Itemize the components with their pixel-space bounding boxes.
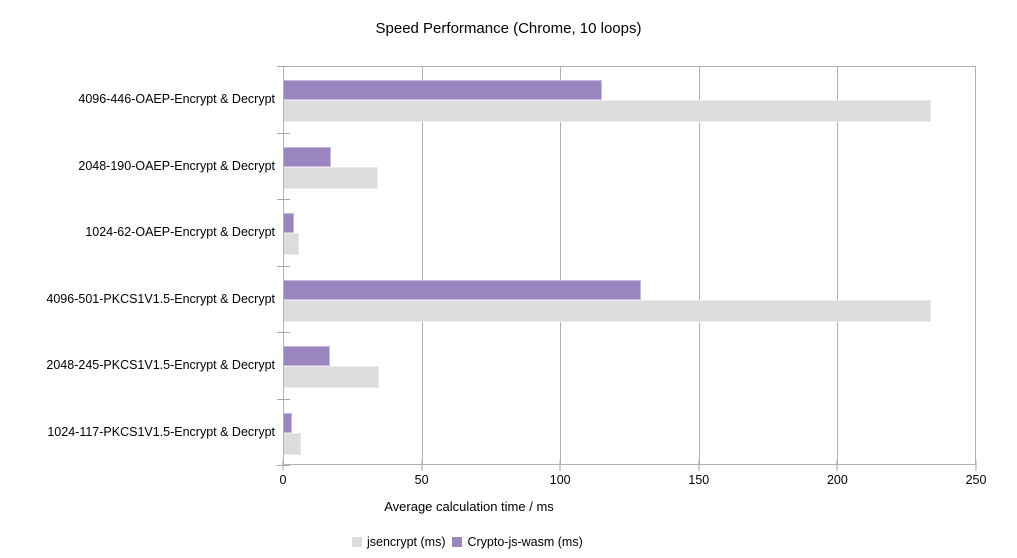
x-axis-tick-label: 200 (826, 473, 848, 487)
bar-jsencrypt (284, 432, 302, 455)
y-axis-tick (277, 199, 290, 200)
x-axis-title: Average calculation time / ms (384, 499, 554, 514)
y-axis-label: 4096-501-PKCS1V1.5-Encrypt & Decrypt (46, 291, 275, 306)
x-axis-tick (421, 460, 423, 471)
bar-crypto-js-wasm (284, 213, 295, 233)
bar-crypto-js-wasm (284, 412, 293, 433)
y-axis-label: 4096-446-OAEP-Encrypt & Decrypt (78, 92, 275, 107)
gridline-x-200 (836, 67, 838, 464)
bar-group (284, 200, 975, 267)
bar-jsencrypt (284, 233, 300, 255)
bar-jsencrypt (284, 299, 931, 322)
gridline-x-150 (698, 67, 700, 464)
y-axis-label: 2048-190-OAEP-Encrypt & Decrypt (78, 158, 275, 173)
y-axis-labels: 4096-446-OAEP-Encrypt & Decrypt 2048-190-… (0, 66, 279, 465)
bar-group (284, 267, 975, 334)
bar-crypto-js-wasm (284, 346, 330, 366)
bar-jsencrypt (284, 100, 931, 122)
x-axis-ticks (282, 460, 977, 471)
chart-title: Speed Performance (Chrome, 10 loops) (375, 20, 642, 37)
legend-item-jsencrypt: jsencrypt (ms) (352, 535, 445, 549)
legend-item-crypto-js-wasm: Crypto-js-wasm (ms) (452, 535, 583, 549)
legend-swatch-crypto-js-wasm-icon (452, 537, 463, 547)
y-axis-tick (277, 265, 290, 267)
bar-group (284, 333, 975, 400)
bar-crypto-js-wasm (284, 279, 641, 300)
gridline-x-100 (560, 67, 562, 464)
legend-label-jsencrypt: jsencrypt (ms) (367, 535, 446, 549)
x-axis-tick (559, 460, 561, 471)
x-axis-tick (836, 460, 838, 471)
y-axis-label: 2048-245-PKCS1V1.5-Encrypt & Decrypt (46, 358, 275, 373)
x-axis-tick (975, 460, 977, 471)
y-axis-tick (277, 398, 290, 400)
bar-crypto-js-wasm (284, 146, 331, 167)
legend-label-crypto-js-wasm: Crypto-js-wasm (ms) (467, 535, 583, 549)
bar-jsencrypt (284, 166, 378, 189)
x-axis-tick-label: 250 (965, 473, 987, 487)
x-axis-tick-label: 150 (688, 473, 710, 487)
bar-jsencrypt (284, 366, 380, 388)
bar-crypto-js-wasm (284, 80, 602, 100)
y-axis-tick (277, 132, 290, 134)
legend: jsencrypt (ms) Crypto-js-wasm (ms) (352, 534, 583, 550)
x-axis-tick-label: 100 (549, 473, 571, 487)
y-axis-label: 1024-62-OAEP-Encrypt & Decrypt (85, 225, 275, 240)
bar-group (284, 400, 975, 467)
y-axis-tick (277, 465, 290, 466)
bar-group (284, 67, 975, 134)
x-axis-tick-label: 0 (279, 473, 287, 487)
x-axis-tick-label: 50 (414, 473, 429, 487)
y-axis-label: 1024-117-PKCS1V1.5-Encrypt & Decrypt (47, 424, 275, 439)
bar-group (284, 134, 975, 201)
y-axis-tick (277, 66, 290, 67)
y-axis-tick (277, 332, 290, 333)
plot-area (283, 66, 976, 465)
gridline-x-50 (422, 67, 424, 464)
x-axis-tick (698, 460, 700, 471)
x-axis-tick-labels: 0 50 100 150 200 250 (279, 473, 987, 488)
legend-swatch-jsencrypt-icon (352, 537, 362, 547)
